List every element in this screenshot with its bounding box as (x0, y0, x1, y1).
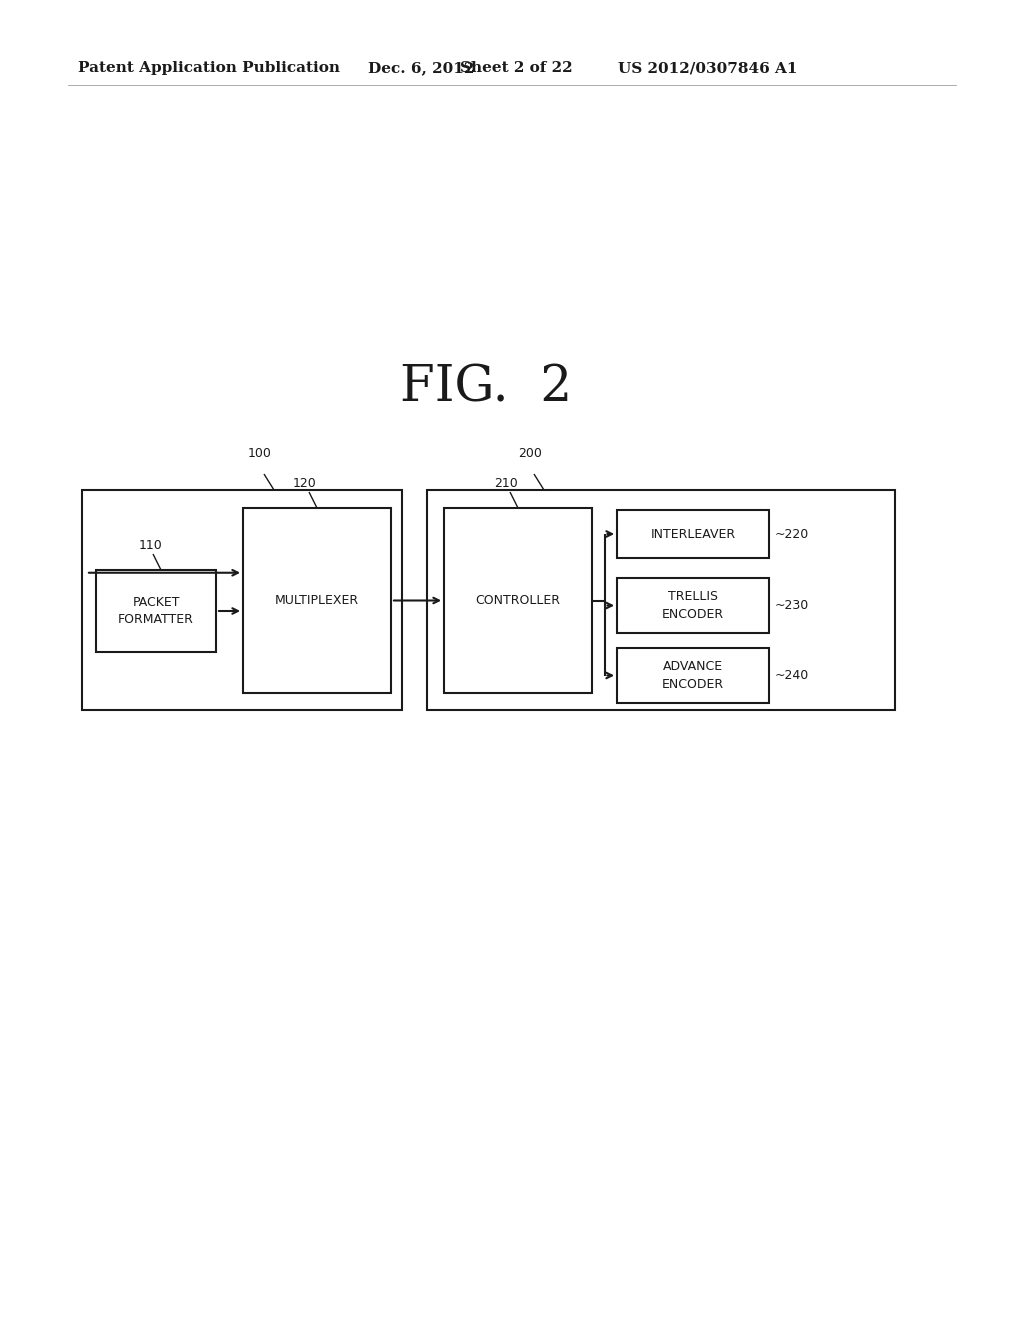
Bar (444, 508, 592, 693)
Text: 210: 210 (495, 477, 518, 490)
Text: MULTIPLEXER: MULTIPLEXER (274, 594, 359, 607)
Text: FIG.  2: FIG. 2 (400, 363, 572, 413)
Text: CONTROLLER: CONTROLLER (475, 594, 560, 607)
Bar (243, 508, 391, 693)
Text: Patent Application Publication: Patent Application Publication (78, 61, 340, 75)
Bar (617, 578, 769, 634)
Text: 110: 110 (139, 539, 163, 552)
Text: ~230: ~230 (775, 599, 809, 612)
Text: 100: 100 (248, 447, 272, 459)
Text: TRELLIS
ENCODER: TRELLIS ENCODER (662, 590, 724, 620)
Text: US 2012/0307846 A1: US 2012/0307846 A1 (618, 61, 798, 75)
Text: ~220: ~220 (775, 528, 809, 540)
Text: ~240: ~240 (775, 669, 809, 682)
Bar (82, 490, 402, 710)
Text: ADVANCE
ENCODER: ADVANCE ENCODER (662, 660, 724, 690)
Bar (427, 490, 895, 710)
Text: PACKET
FORMATTER: PACKET FORMATTER (118, 597, 194, 626)
Text: Dec. 6, 2012: Dec. 6, 2012 (368, 61, 474, 75)
Text: 120: 120 (293, 477, 316, 490)
Text: INTERLEAVER: INTERLEAVER (650, 528, 735, 540)
Text: 200: 200 (518, 447, 542, 459)
Bar (617, 648, 769, 704)
Bar (96, 570, 216, 652)
Bar (617, 510, 769, 558)
Text: Sheet 2 of 22: Sheet 2 of 22 (460, 61, 572, 75)
